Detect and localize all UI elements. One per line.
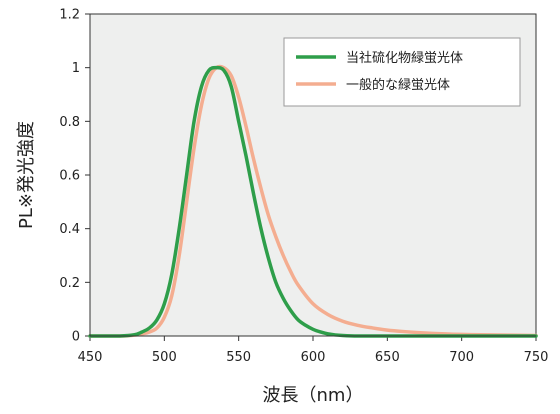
- legend-label-series-1: 当社硫化物緑蛍光体: [346, 50, 463, 66]
- y-tick-label: 0: [72, 330, 80, 345]
- x-tick-label: 550: [226, 350, 251, 365]
- y-tick-label: 0.4: [59, 222, 80, 237]
- legend: 当社硫化物緑蛍光体 一般的な緑蛍光体: [283, 37, 521, 107]
- y-tick-label: 1: [72, 61, 80, 76]
- y-axis-ticks: 0 0.2 0.4 0.6 0.8 1 1.2: [59, 8, 90, 345]
- y-tick-label: 0.2: [59, 276, 80, 291]
- x-tick-label: 650: [375, 350, 400, 365]
- x-axis-title: 波長（nm）: [263, 385, 364, 406]
- series-line-1: [88, 65, 538, 338]
- y-tick-label: 0.8: [59, 115, 80, 130]
- legend-label-series-2: 一般的な緑蛍光体: [346, 77, 450, 93]
- x-axis-ticks: 450 500 550 600 650 700 750: [78, 336, 549, 365]
- x-tick-label: 450: [78, 350, 103, 365]
- series-layer: [88, 64, 538, 338]
- legend-box: [283, 37, 521, 107]
- series-line-2: [88, 64, 538, 338]
- x-tick-label: 500: [152, 350, 177, 365]
- y-tick-label: 1.2: [59, 8, 80, 23]
- y-tick-label: 0.6: [59, 169, 80, 184]
- x-tick-label: 750: [524, 350, 549, 365]
- x-tick-label: 700: [449, 350, 474, 365]
- x-tick-label: 600: [301, 350, 326, 365]
- y-axis-title: PL※発光強度: [16, 121, 37, 229]
